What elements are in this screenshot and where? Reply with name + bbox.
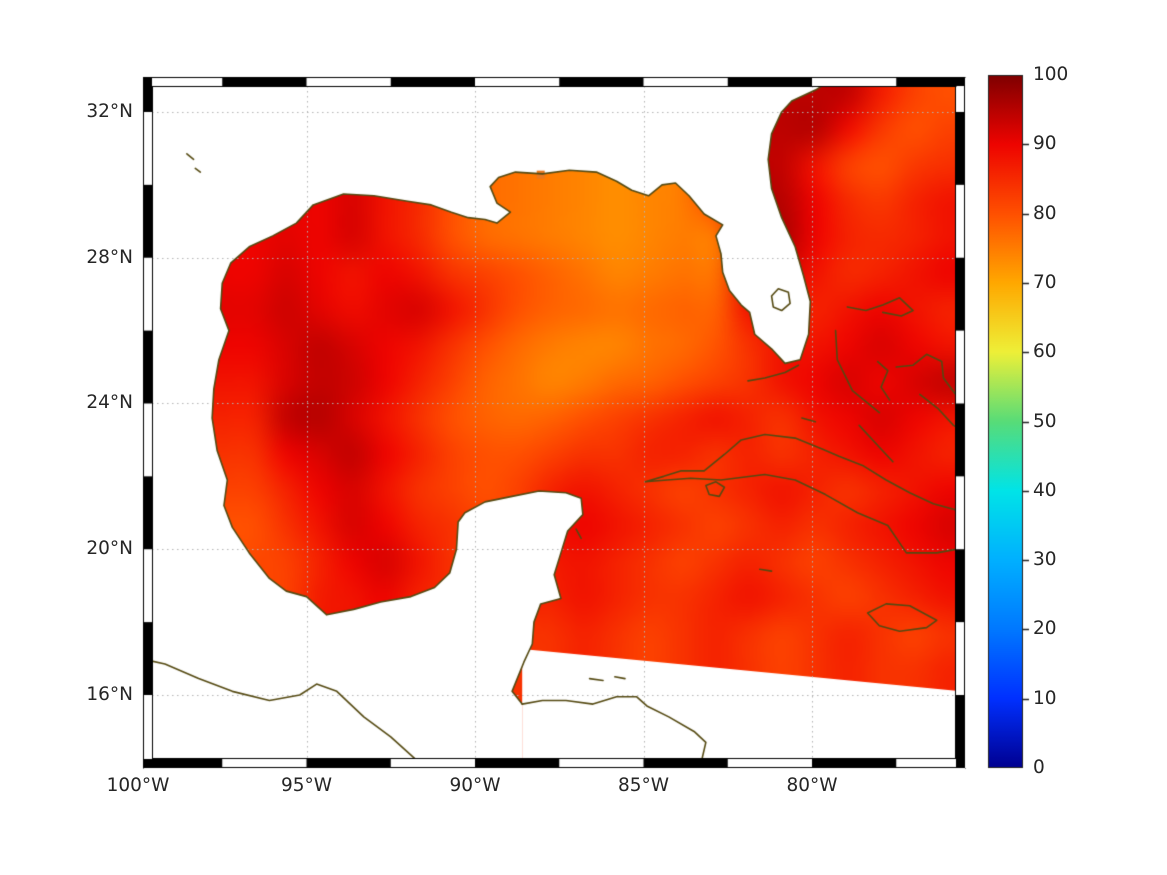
colorbar-label-10: 10 xyxy=(1033,687,1057,709)
x-tick-label-85w: 85°W xyxy=(617,775,670,796)
colorbar-label-100: 100 xyxy=(1033,63,1069,85)
colorbar-label-60: 60 xyxy=(1033,340,1057,362)
colorbar-label-20: 20 xyxy=(1033,618,1057,640)
x-tick-label-95w: 95°W xyxy=(280,775,333,796)
x-tick-label-100w: 100°W xyxy=(106,775,170,796)
y-tick-label-24n: 24°N xyxy=(86,392,133,414)
colorbar-label-0: 0 xyxy=(1033,756,1045,778)
colorbar-label-70: 70 xyxy=(1033,271,1057,293)
x-tick-label-90w: 90°W xyxy=(449,775,501,796)
colorbar-label-80: 80 xyxy=(1033,202,1057,224)
y-tick-label-32n: 32°N xyxy=(86,100,133,122)
x-tick-label-80w: 80°W xyxy=(786,775,838,796)
colorbar-label-50: 50 xyxy=(1033,410,1057,432)
colorbar-label-30: 30 xyxy=(1033,548,1057,570)
y-tick-label-16n: 16°N xyxy=(86,683,133,705)
colorbar-label-40: 40 xyxy=(1033,479,1057,501)
y-tick-label-28n: 28°N xyxy=(86,246,133,268)
y-tick-label-20n: 20°N xyxy=(86,537,133,559)
colorbar-label-90: 90 xyxy=(1033,133,1057,155)
